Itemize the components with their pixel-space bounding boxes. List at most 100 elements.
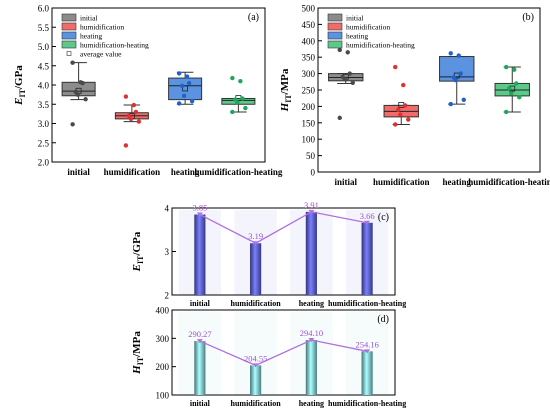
bar (194, 214, 206, 295)
data-point (243, 105, 248, 111)
bar (250, 243, 262, 295)
data-point (80, 80, 85, 86)
data-point (347, 71, 352, 76)
bar (194, 341, 206, 395)
bar (305, 211, 317, 295)
data-point (342, 76, 347, 82)
data-point (70, 60, 75, 65)
y-axis-label: HIT/MPa (279, 68, 293, 112)
legend-swatch (61, 22, 77, 31)
legend-label: humidification-heating (80, 41, 149, 50)
data-point (345, 50, 350, 55)
legend-mean-symbol (66, 51, 72, 56)
y-tick-label: 50 (306, 151, 316, 161)
data-point (176, 71, 182, 76)
data-point (401, 82, 406, 88)
legend-label: initial (80, 14, 98, 23)
y-tick-label: 2 (165, 291, 170, 301)
data-point (393, 64, 398, 70)
panel-label: (b) (522, 12, 534, 23)
legend-label: initial (346, 14, 364, 23)
data-point (448, 101, 453, 107)
y-tick-label: 2.0 (38, 158, 50, 168)
data-label: 204.55 (244, 353, 267, 363)
x-tick-label: heating (171, 167, 200, 177)
x-tick-label: heating (442, 177, 471, 187)
legend-label: humidification (346, 23, 390, 32)
y-tick-label: 400 (302, 36, 316, 46)
data-label: 3.19 (248, 231, 263, 241)
data-point (403, 103, 408, 108)
x-tick-label: humidification-heating (194, 167, 283, 177)
data-point (235, 100, 240, 105)
y-axis-label: EIT/GPa (131, 231, 145, 272)
bar (250, 365, 262, 395)
trend-marker (252, 363, 259, 368)
data-label: 254.16 (355, 339, 378, 349)
trend-marker (364, 220, 371, 225)
data-point (461, 97, 466, 103)
y-axis-label-main: E (131, 264, 143, 272)
data-point (189, 98, 195, 104)
y-axis-label-unit: /MPa (131, 331, 143, 358)
box (168, 77, 203, 101)
trend-line (199, 339, 368, 367)
data-point (453, 77, 458, 83)
data-point (238, 78, 243, 84)
x-tick-label: humidification (104, 167, 161, 177)
y-axis-label-main: H (131, 365, 143, 375)
data-point (123, 94, 129, 99)
data-point (396, 107, 401, 112)
box (439, 56, 475, 82)
legend-label: average value (80, 50, 122, 59)
y-tick-label: 450 (302, 20, 316, 30)
y-axis-label: HIT/MPa (131, 331, 145, 375)
mean-marker (182, 85, 189, 92)
data-point (128, 116, 134, 122)
legend-label: humidification-heating (346, 41, 415, 50)
y-axis-label-unit: /MPa (279, 68, 291, 95)
x-tick-label: heating (299, 399, 324, 408)
y-tick-label: 100 (156, 391, 170, 401)
trend-marker (364, 349, 371, 354)
data-point (83, 97, 88, 102)
x-tick-label: initial (190, 399, 211, 408)
data-point (517, 95, 522, 100)
data-point (504, 109, 509, 115)
y-tick-label: 400 (156, 306, 170, 316)
legend-swatch (327, 31, 343, 40)
y-tick-label: 200 (156, 362, 170, 372)
bar (305, 340, 317, 395)
legend-swatch (61, 13, 77, 22)
y-axis-label-main: H (279, 102, 291, 112)
y-axis-label: EIT/GPa (13, 65, 27, 106)
data-point (133, 109, 139, 115)
y-axis-label-sub: IT (284, 94, 293, 103)
y-tick-label: 4 (165, 204, 170, 214)
data-label: 290.27 (188, 329, 211, 339)
legend-swatch (327, 13, 343, 22)
data-point (514, 81, 519, 86)
x-tick-label: humidification-heating (468, 177, 550, 187)
data-point (186, 80, 192, 86)
x-tick-label: humidification (231, 299, 282, 308)
data-label: 3.85 (192, 203, 207, 213)
data-point (179, 83, 185, 88)
legend-label: heating (346, 32, 368, 41)
y-axis-label-sub: IT (136, 356, 145, 365)
data-point (181, 93, 187, 98)
data-point (70, 122, 75, 127)
panel-label: (a) (248, 12, 259, 23)
trend-marker (308, 209, 315, 214)
y-tick-label: 4.5 (38, 61, 50, 71)
bar (361, 222, 373, 295)
data-point (176, 101, 182, 106)
y-tick-label: 300 (302, 69, 316, 79)
x-tick-label: humidification (373, 177, 430, 187)
plot-frame (171, 309, 396, 396)
legend-label: heating (80, 32, 102, 41)
x-tick-label: heating (299, 299, 324, 308)
data-point (240, 96, 245, 101)
y-tick-label: 6.0 (38, 4, 50, 14)
